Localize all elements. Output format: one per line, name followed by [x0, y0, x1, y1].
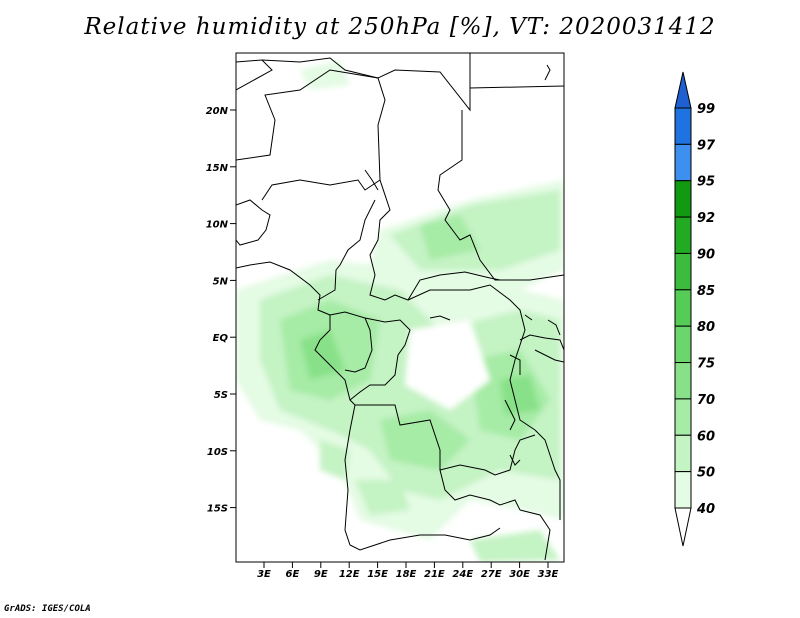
footer-credit: GrADS: IGES/COLA — [4, 604, 91, 614]
lon-tick-label: 12E — [339, 569, 360, 580]
colorbar-label: 40 — [696, 502, 715, 517]
lat-tick-label: 10S — [207, 447, 228, 458]
colorbar-label: 50 — [697, 466, 715, 481]
map-frame — [235, 52, 565, 563]
colorbar-bottom-arrow — [674, 507, 692, 547]
lon-tick-label: 30E — [509, 569, 530, 580]
lon-tick-label: 18E — [396, 569, 417, 580]
colorbar-label: 99 — [697, 102, 715, 117]
lat-tick-label: 5N — [213, 276, 229, 287]
colorbar-swatch — [674, 107, 692, 145]
colorbar-label: 70 — [697, 393, 715, 408]
colorbar-swatch — [674, 143, 692, 182]
colorbar-top-arrow — [674, 71, 692, 109]
lon-tick-label: 21E — [424, 569, 445, 580]
colorbar-swatch — [674, 362, 692, 400]
lon-tick-label: 27E — [481, 569, 502, 580]
lat-tick-label: 20N — [206, 106, 229, 117]
lat-tick-label: 15S — [207, 504, 228, 515]
colorbar-label: 97 — [697, 138, 716, 153]
lon-tick-label: 9E — [314, 569, 328, 580]
colorbar-label: 80 — [697, 320, 715, 335]
colorbar-swatch — [674, 289, 692, 327]
lat-tick-label: 5S — [214, 390, 228, 401]
lat-tick-label: 15N — [206, 163, 229, 174]
colorbar-label: 95 — [697, 175, 715, 190]
lat-tick-label: 10N — [206, 220, 229, 231]
lat-tick-label: EQ — [213, 333, 229, 344]
humidity-shading — [236, 60, 564, 562]
colorbar-label: 75 — [697, 357, 715, 372]
colorbar-swatch — [674, 434, 692, 473]
colorbar-swatch — [674, 252, 692, 291]
lon-tick-label: 15E — [367, 569, 388, 580]
country-borders — [236, 53, 564, 561]
colorbar-swatch — [674, 180, 692, 218]
colorbar-label: 60 — [697, 429, 715, 444]
longitude-axis: 3E 6E 9E 12E 15E 18E 21E 24E 27E 30E 33E — [257, 562, 559, 580]
lon-tick-label: 6E — [286, 569, 300, 580]
colorbar-swatch — [674, 216, 692, 254]
lon-tick-label: 24E — [452, 569, 473, 580]
colorbar-label: 90 — [697, 247, 715, 262]
colorbar-swatch — [674, 325, 692, 364]
colorbar-label: 92 — [697, 211, 715, 226]
lon-tick-label: 33E — [538, 569, 559, 580]
chart-title: Relative humidity at 250hPa [%], VT: 202… — [84, 14, 716, 40]
lon-tick-label: 3E — [257, 569, 271, 580]
colorbar: 99 97 95 92 90 85 80 75 70 60 50 40 — [674, 71, 716, 547]
colorbar-swatch — [674, 398, 692, 436]
colorbar-swatch — [674, 471, 692, 509]
colorbar-label: 85 — [697, 284, 715, 299]
latitude-axis: 20N 15N 10N 5N EQ 5S 10S 15S — [206, 106, 236, 515]
